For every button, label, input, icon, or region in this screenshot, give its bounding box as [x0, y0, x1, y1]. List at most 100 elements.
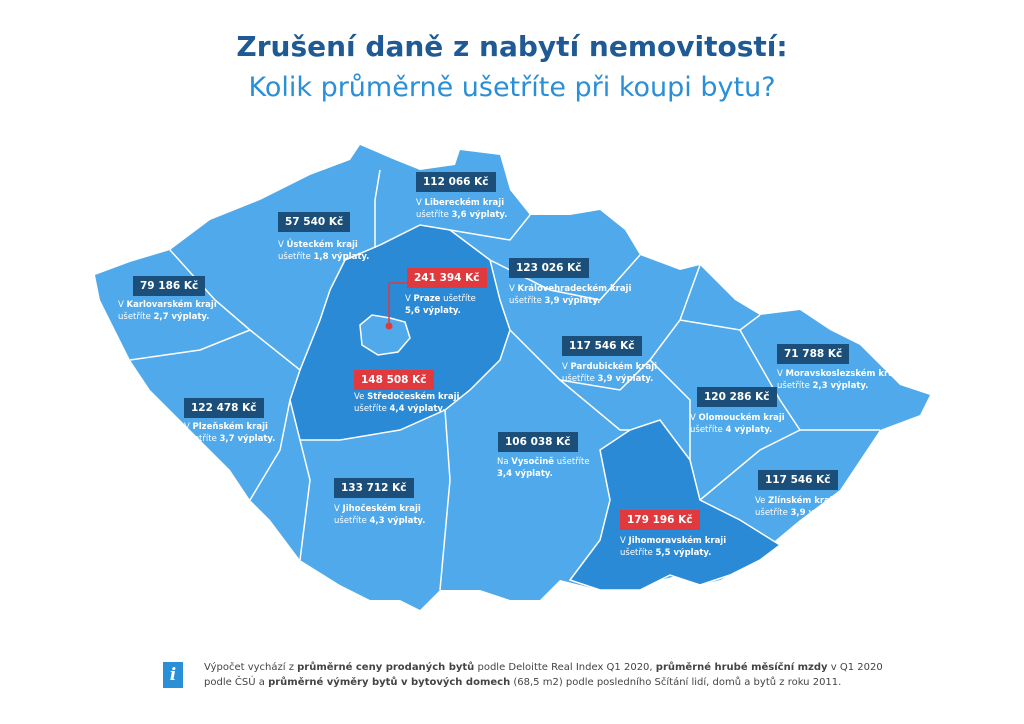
text-segment: Výpočet vychází z: [204, 662, 298, 673]
text-segment: V: [777, 369, 786, 379]
amount-label: 57 540 Kč: [278, 212, 351, 232]
info-icon: i: [163, 662, 183, 688]
text-segment: 1,8 výplaty.: [313, 252, 370, 262]
region-description: V Jihomoravském kraji ušetříte 5,5 výplat…: [620, 535, 726, 559]
text-segment: Ve: [755, 496, 769, 506]
title: Zrušení daně z nabytí nemovitostí:: [236, 30, 788, 63]
text-segment: 3,9 výplaty.: [597, 374, 654, 384]
text-segment: ušetříte: [416, 210, 452, 220]
text-segment: Libereckém kraji: [424, 198, 505, 208]
amount-label: 179 196 Kč: [620, 510, 700, 530]
text-segment: V: [620, 536, 629, 546]
text-segment: podle ČSÚ a: [204, 677, 269, 688]
region-description: V Olomouckém kraji ušetříte 4 výplaty.: [690, 412, 785, 436]
text-segment: V: [509, 284, 518, 294]
amount-label: 117 546 Kč: [758, 470, 838, 490]
text-segment: Pardubickém kraji: [570, 362, 658, 372]
text-segment: V: [562, 362, 571, 372]
text-segment: 3,6 výplaty.: [451, 210, 508, 220]
region-description: V Karlovarském kraji ušetříte 2,7 výplaty…: [118, 299, 217, 323]
region-description: V Jihočeském kraji ušetříte 4,3 výplaty.: [334, 503, 425, 527]
text-segment: V: [278, 240, 287, 250]
region-description: V Libereckém kraji ušetříte 3,6 výplaty.: [416, 197, 507, 221]
amount-label: 112 066 Kč: [416, 172, 496, 192]
text-segment: ušetříte: [278, 252, 314, 262]
region-description: Ve Zlínském kraji ušetříte 3,9 výplaty.: [755, 495, 846, 519]
text-segment: V: [118, 300, 127, 310]
text-segment: Vysočině: [511, 457, 555, 467]
text-segment: 2,7 výplaty.: [153, 312, 210, 322]
amount-label: 79 186 Kč: [133, 276, 206, 296]
region-description: Ve Středočeském kraji ušetříte 4,4 výplat…: [354, 391, 459, 415]
text-segment: ušetříte: [118, 312, 154, 322]
text-segment: Praze: [413, 294, 441, 304]
country: [95, 145, 930, 610]
text-segment: ušetříte: [334, 516, 370, 526]
region-description: V Moravskoslezském kraji ušetříte 2,3 výp…: [777, 368, 900, 392]
text-segment: podle Deloitte Real Index Q1 2020,: [474, 662, 656, 673]
text-segment: průměrné výměry bytů v bytových domech: [268, 677, 511, 688]
text-segment: v Q1 2020: [827, 662, 883, 673]
text-segment: 3,9 výplaty.: [544, 296, 601, 306]
text-segment: 4 výplaty.: [725, 425, 773, 435]
region-description: V Plzeňském kraji ušetříte 3,7 výplaty.: [184, 421, 275, 445]
pointer-dot: [385, 322, 393, 330]
text-segment: ušetříte: [554, 457, 590, 467]
amount-label: 71 788 Kč: [777, 344, 850, 364]
text-segment: Královehradeckém kraji: [517, 284, 632, 294]
amount-label: 122 478 Kč: [184, 398, 264, 418]
region-praha: [359, 314, 411, 356]
text-segment: 2,3 výplaty.: [812, 381, 869, 391]
text-segment: ušetříte: [562, 374, 598, 384]
text-segment: ušetříte: [620, 548, 656, 558]
region-borders: [129, 169, 880, 591]
text-segment: Karlovarském kraji: [126, 300, 217, 310]
text-segment: ušetříte: [440, 294, 476, 304]
text-segment: průměrné ceny prodaných bytů: [297, 662, 475, 673]
text-segment: V: [416, 198, 425, 208]
text-segment: V: [334, 504, 343, 514]
text-segment: Jihočeském kraji: [342, 504, 421, 514]
text-segment: 5,5 výplaty.: [655, 548, 712, 558]
text-segment: Středočeském kraji: [367, 392, 460, 402]
text-segment: ušetříte: [755, 508, 791, 518]
text-segment: 4,4 výplaty.: [389, 404, 446, 414]
text-segment: Zlínském kraji: [768, 496, 836, 506]
text-segment: ušetříte: [184, 434, 220, 444]
text-segment: ušetříte: [354, 404, 390, 414]
text-segment: 3,7 výplaty.: [219, 434, 276, 444]
region-description: V Praze ušetříte 5,6 výplaty.: [405, 293, 476, 317]
text-segment: 5,6 výplaty.: [405, 306, 461, 316]
footnote: Výpočet vychází z průměrné ceny prodanýc…: [204, 660, 883, 690]
text-segment: Moravskoslezském kraji: [785, 369, 900, 379]
amount-label: 117 546 Kč: [562, 336, 642, 356]
amount-label: 120 286 Kč: [697, 387, 777, 407]
region-description: V Pardubickém kraji ušetříte 3,9 výplaty.: [562, 361, 657, 385]
region-description: V Královehradeckém kraji ušetříte 3,9 výp…: [509, 283, 631, 307]
region-jihomoravsky: [568, 419, 782, 591]
amount-label: 241 394 Kč: [407, 268, 487, 288]
text-segment: 4,3 výplaty.: [369, 516, 426, 526]
text-segment: Na: [497, 457, 512, 467]
text-segment: ušetříte: [509, 296, 545, 306]
amount-label: 123 026 Kč: [509, 258, 589, 278]
text-segment: V: [690, 413, 699, 423]
text-segment: ušetříte: [690, 425, 726, 435]
amount-label: 133 712 Kč: [334, 478, 414, 498]
text-segment: 3,4 výplaty.: [497, 469, 553, 479]
subtitle: Kolik průměrně ušetříte při koupi bytu?: [248, 72, 776, 103]
region-description: V Ústeckém kraji ušetříte 1,8 výplaty.: [278, 239, 369, 263]
text-segment: Ústeckém kraji: [286, 240, 358, 250]
text-segment: (68,5 m2) podle posledního Sčítání lidí,…: [510, 677, 842, 688]
text-segment: 3,9 výplaty.: [790, 508, 847, 518]
text-segment: Olomouckém kraji: [698, 413, 785, 423]
text-segment: Ve: [354, 392, 368, 402]
text-segment: Jihomoravském kraji: [628, 536, 727, 546]
text-segment: průměrné hrubé měsíční mzdy: [655, 662, 828, 673]
region-description: Na Vysočině ušetříte 3,4 výplaty.: [497, 456, 590, 480]
text-segment: Plzeňském kraji: [192, 422, 268, 432]
text-segment: V: [184, 422, 193, 432]
text-segment: V: [405, 294, 414, 304]
